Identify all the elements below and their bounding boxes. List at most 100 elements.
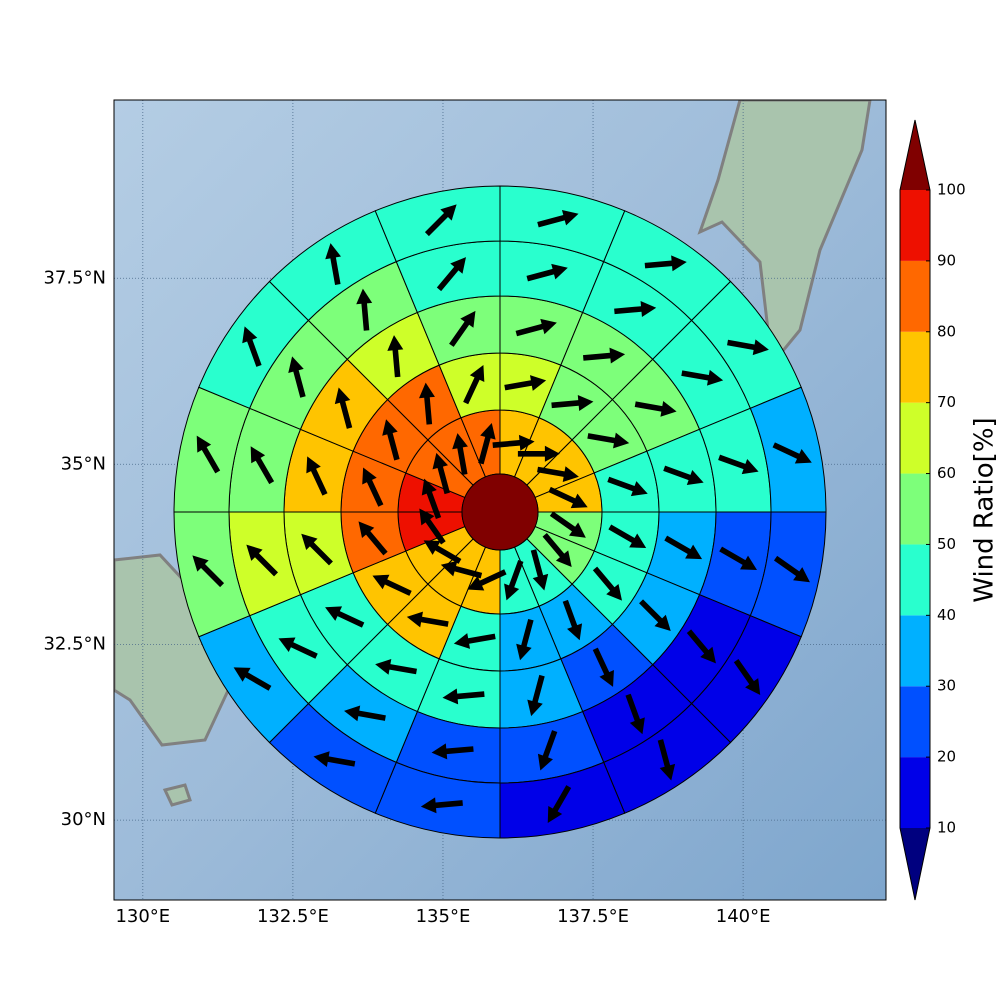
wind-arrow — [362, 467, 384, 507]
wind-arrow — [449, 310, 476, 347]
wind-arrow — [325, 606, 365, 628]
wind-arrow — [517, 445, 560, 462]
colorbar-tick-label: 30 — [937, 677, 956, 695]
wind-arrow — [301, 533, 333, 566]
colorbar-tick-label: 70 — [937, 393, 956, 411]
colorbar-tick-label: 90 — [937, 251, 956, 269]
wind-arrow — [375, 658, 417, 675]
wind-arrow — [549, 511, 586, 538]
y-tick-label: 35°N — [61, 453, 106, 474]
wind-arrow — [664, 535, 703, 560]
wind-arrow — [192, 555, 225, 588]
wind-arrow — [492, 434, 535, 451]
colorbar-bin — [900, 757, 930, 828]
colorbar-bin — [900, 544, 930, 616]
wind-arrow — [288, 356, 306, 398]
wind-arrow — [358, 521, 388, 556]
colorbar-tick-label: 60 — [937, 464, 956, 482]
wind-arrow — [537, 209, 579, 228]
wind-arrow — [583, 347, 626, 364]
wind-arrow — [440, 560, 483, 579]
colorbar-label: Wind Ratio[%] — [970, 417, 1000, 602]
colorbar-tick-label: 20 — [937, 748, 956, 766]
colorbar-bin — [900, 402, 930, 474]
wind-arrow — [382, 419, 400, 461]
wind-arrow — [607, 476, 648, 497]
wind-arrow — [478, 423, 496, 465]
colorbar-bin — [900, 615, 930, 687]
wind-arrow — [686, 629, 716, 664]
wind-arrow — [372, 574, 412, 596]
wind-arrow — [463, 364, 485, 405]
colorbar-under — [900, 828, 930, 900]
wind-arrow — [356, 288, 373, 331]
wind-arrow — [634, 400, 677, 417]
wind-arrow — [504, 559, 524, 601]
wind-arrow — [608, 524, 647, 548]
land — [162, 783, 192, 807]
wind-arrow — [681, 369, 724, 386]
wind-arrow — [406, 611, 449, 628]
colorbar-bin — [900, 260, 930, 332]
wind-arrow — [542, 533, 572, 567]
arrows — [192, 204, 812, 823]
colorbar-bin — [900, 473, 930, 545]
wind-arrow — [242, 326, 262, 367]
axes-frame — [113, 99, 887, 901]
wind-arrow — [663, 465, 704, 485]
colorbar: 10 20 30 40 50 60 70 80 90 100 — [899, 119, 966, 901]
y-tick-label: 32.5°N — [43, 634, 106, 655]
wind-arrow — [562, 599, 583, 641]
wind-arrow — [537, 466, 579, 483]
wind-arrow — [587, 432, 630, 449]
wind-arrow — [306, 456, 328, 496]
wind-arrow — [530, 549, 549, 591]
wind-arrow — [419, 382, 435, 425]
wind-arrow — [436, 257, 466, 292]
wind-arrow — [467, 569, 507, 591]
wind-arrow — [516, 618, 534, 661]
wind-arrow — [614, 301, 657, 317]
wind-arrow — [592, 566, 623, 601]
x-tick-label: 132.5°E — [257, 906, 329, 927]
colorbar-over — [900, 120, 930, 190]
ticks: 130°E 132.5°E 135°E 137.5°E 140°E 30°N 32.5°N 3… — [43, 267, 770, 927]
colorbar-tick-label: 50 — [937, 535, 956, 553]
wind-arrow — [657, 739, 676, 781]
wind-arrow — [772, 442, 812, 464]
wind-arrow — [639, 599, 671, 632]
colorbar-tick-label: 40 — [937, 606, 956, 624]
wind-arrow — [504, 375, 547, 391]
wind-arrow — [250, 446, 275, 485]
wind-arrow — [727, 339, 769, 356]
wind-arrow — [196, 435, 221, 474]
wind-arrow — [515, 318, 557, 337]
wind-arrow — [233, 667, 272, 691]
x-tick-label: 130°E — [115, 906, 170, 927]
wind-arrow — [278, 637, 318, 659]
wind-arrow — [452, 433, 468, 475]
colorbar-tick-label: 10 — [937, 819, 956, 837]
wind-arrow — [551, 395, 594, 411]
colorbar-bin — [900, 686, 930, 758]
wind-arrow — [246, 544, 279, 577]
wind-arrow — [453, 633, 496, 649]
wind-arrow — [325, 243, 341, 285]
colorbar-bin — [900, 331, 930, 403]
colorbar-bin — [900, 190, 930, 261]
center-cell — [461, 473, 539, 551]
x-tick-label: 140°E — [716, 906, 771, 927]
colorbar-tick-label: 100 — [937, 181, 966, 199]
x-tick-label: 137.5°E — [557, 906, 629, 927]
y-tick-label: 30°N — [61, 809, 106, 830]
wind-arrow — [334, 387, 353, 429]
wind-arrow — [421, 478, 442, 520]
wind-arrow — [387, 335, 404, 378]
wind-arrow — [644, 255, 687, 272]
wind-arrow — [592, 647, 614, 687]
wind-arrow — [432, 452, 450, 495]
wind-arrow — [344, 705, 386, 722]
wind-arrow — [526, 263, 568, 282]
wind-arrow — [423, 540, 462, 564]
wind-arrow — [719, 546, 758, 571]
